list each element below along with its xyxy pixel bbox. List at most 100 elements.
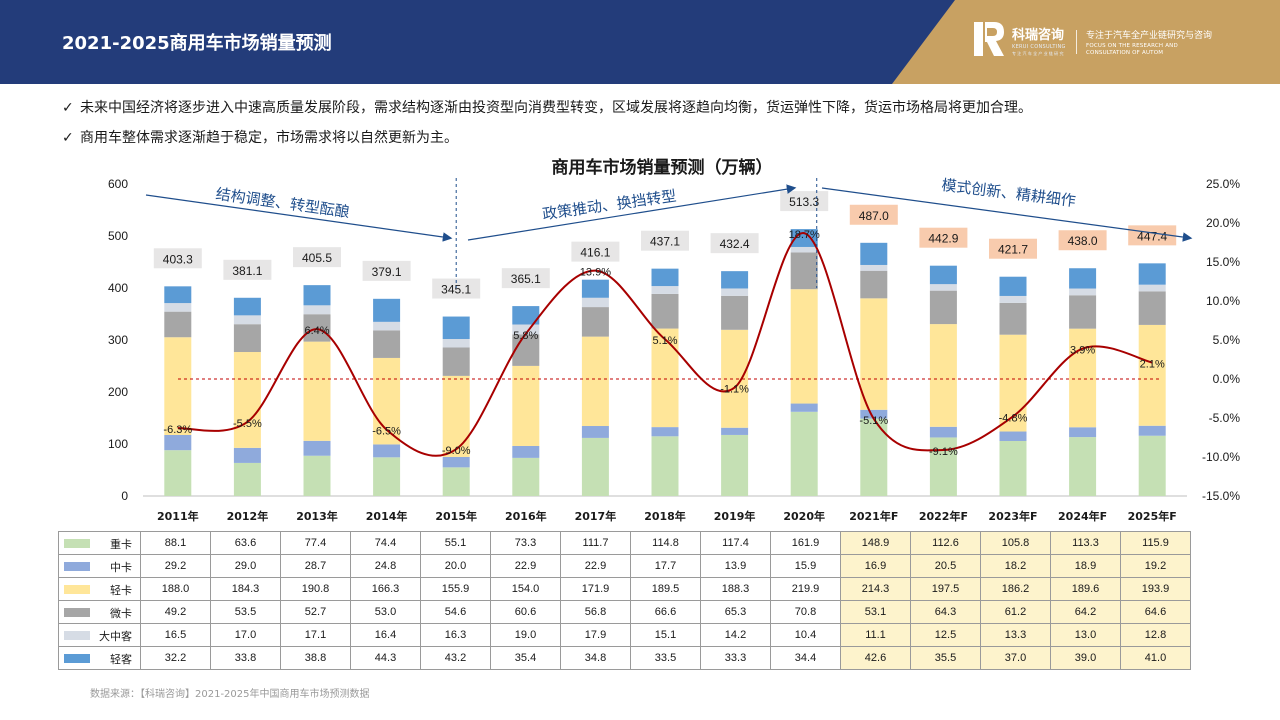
bar-segment [860,270,888,299]
bar-segment [651,436,679,496]
data-table: 重卡 88.1 63.6 77.4 74.4 55.1 73.3 111.7 114.8 117.… [58,531,1191,670]
table-cell: 64.2 [1050,600,1121,624]
bar-segment [790,403,818,412]
bar-segment [581,437,609,496]
kerui-logo-icon [974,22,1004,56]
table-cell: 35.5 [910,646,981,670]
bar-segment [512,306,540,325]
table-cell: 73.3 [490,531,561,555]
bar-segment [790,229,818,247]
y-right-tick-label: 15.0% [1206,255,1240,269]
page-title: 2021-2025商用车市场销量预测 [62,33,332,54]
bullet-item: ✓ 未来中国经济将逐步进入中速高质量发展阶段，需求结构逐渐由投资型向消费型转变，区… [62,97,1032,117]
y-right-tick-label: 20.0% [1206,216,1240,230]
table-cell: 14.2 [700,623,771,647]
table-cell: 38.8 [280,646,351,670]
total-label-box [989,238,1037,259]
y-right-tick-label: 25.0% [1206,177,1240,191]
table-cell: 29.0 [210,554,281,578]
bar-segment [512,324,540,335]
bar-segment [1138,284,1166,292]
row-label-cell: 轻卡 [58,577,141,601]
bar-segment [1138,425,1166,436]
table-cell: 155.9 [420,577,491,601]
y-right-tick-label: -10.0% [1202,450,1240,464]
bar-segment [581,426,609,438]
table-cell: 17.1 [280,623,351,647]
table-cell: 13.3 [980,623,1051,647]
bar-segment [651,328,679,428]
bar-segment [721,427,749,435]
category-label: 2018年 [644,509,686,523]
table-cell: 15.9 [770,554,841,578]
bar-segment [442,347,470,376]
table-cell: 16.3 [420,623,491,647]
table-cell: 63.6 [210,531,281,555]
bar-segment [1069,268,1097,289]
table-cell: 13.0 [1050,623,1121,647]
table-cell: 12.5 [910,623,981,647]
row-label-cell: 微卡 [58,600,141,624]
brand-name: 科瑞咨询 [1012,28,1065,43]
bar-segment [581,307,609,337]
bar-segment [512,457,540,496]
legend-swatch [64,653,90,663]
bar-segment [999,276,1027,296]
total-label: 416.1 [580,246,610,260]
bar-segment [651,286,679,294]
bar-segment [373,330,401,358]
bar-segment [233,447,261,463]
category-label: 2021年F [849,509,898,523]
y-left-tick-label: 500 [108,229,128,243]
series-name: 重卡 [110,538,132,551]
table-cell: 70.8 [770,600,841,624]
bar-segment [164,450,192,496]
total-label-box [849,204,898,225]
total-label-box [153,248,202,269]
chart-title: 商用车市场销量预测（万辆） [552,157,773,178]
check-icon: ✓ [62,100,74,116]
growth-label: -6.3% [163,424,192,436]
category-label: 2024年F [1058,509,1107,523]
table-cell: 186.2 [980,577,1051,601]
table-cell: 22.9 [560,554,631,578]
y-right-tick-label: 0.0% [1213,372,1241,386]
table-cell: 88.1 [140,531,211,555]
table-cell: 18.9 [1050,554,1121,578]
bar-segment [303,314,331,342]
bar-segment [999,440,1027,496]
y-left-tick-label: 0 [121,489,128,503]
y-left-tick-label: 100 [108,437,128,451]
growth-label: 13.9% [580,267,611,279]
stage-arrow [467,184,797,241]
y-left-tick-label: 600 [108,177,128,191]
growth-label: -9.1% [929,446,958,458]
total-label-box [1058,230,1107,251]
total-label-box [362,260,411,281]
series-name: 轻客 [110,653,132,666]
bar-segment [164,303,192,312]
table-cell: 49.2 [140,600,211,624]
table-cell: 184.3 [210,577,281,601]
table-cell: 24.8 [350,554,421,578]
total-label: 447.4 [1137,229,1167,243]
table-cell: 33.5 [630,646,701,670]
bar-segment [721,434,749,496]
growth-label: -5.5% [233,418,262,430]
bar-segment [790,289,818,404]
bar-segment [1138,435,1166,496]
bar-segment [1138,263,1166,285]
total-label: 421.7 [998,243,1028,257]
bar-segment [373,298,401,322]
table-cell: 15.1 [630,623,701,647]
y-right-tick-label: -5.0% [1209,411,1241,425]
table-cell: 55.1 [420,531,491,555]
total-label: 365.1 [511,272,541,286]
series-name: 中卡 [110,561,132,574]
category-label: 2011年 [157,509,199,523]
stage-arrow [145,194,453,242]
table-cell: 20.0 [420,554,491,578]
table-cell: 66.6 [630,600,701,624]
legend-swatch [64,607,90,617]
table-cell: 43.2 [420,646,491,670]
